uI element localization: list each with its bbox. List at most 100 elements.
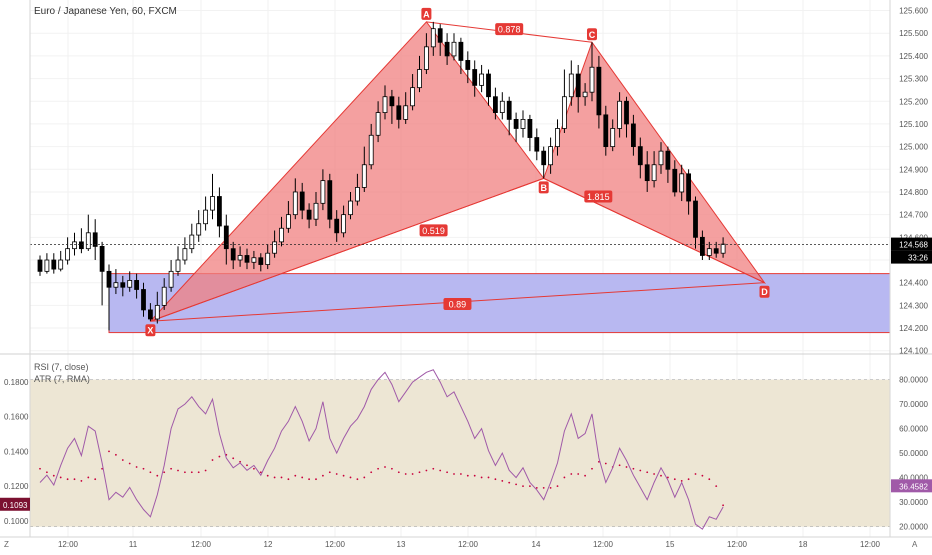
candle-body bbox=[562, 96, 567, 129]
candle-body bbox=[306, 209, 312, 220]
candle-body bbox=[244, 255, 250, 263]
candle-body bbox=[458, 41, 464, 61]
rsi-tick-label: 70.0000 bbox=[899, 400, 928, 409]
atr-dot bbox=[515, 483, 517, 486]
atr-axis[interactable]: 0.1800 0.1600 0.1400 0.1200 0.1000 0.1093 bbox=[0, 378, 30, 526]
candle-body bbox=[292, 191, 298, 216]
atr-dot bbox=[570, 473, 573, 475]
atr-dot bbox=[446, 471, 448, 474]
candle-body bbox=[175, 259, 181, 272]
candle-body bbox=[624, 100, 629, 125]
atr-dot bbox=[135, 466, 138, 468]
candle-body bbox=[479, 73, 485, 86]
candle-body bbox=[92, 232, 98, 247]
ratio-line bbox=[150, 177, 544, 322]
rsi-band-lines bbox=[30, 379, 890, 528]
price-tick-label: 124.700 bbox=[899, 211, 928, 220]
rsi-band bbox=[30, 379, 890, 527]
atr-dot bbox=[667, 476, 669, 479]
atr-dot bbox=[66, 478, 69, 481]
atr-tick-label: 0.1200 bbox=[4, 482, 29, 491]
time-tick-label: 12:00 bbox=[727, 540, 748, 549]
candle-body bbox=[368, 134, 374, 166]
price-axis[interactable]: 125.600 125.500 125.400 125.300 125.200 125.1… bbox=[891, 7, 932, 356]
candle-body bbox=[327, 180, 333, 220]
candle-body bbox=[154, 304, 160, 320]
atr-dot bbox=[708, 478, 711, 481]
candle-body bbox=[548, 146, 553, 166]
atr-dot bbox=[259, 471, 262, 474]
candlestick-series[interactable] bbox=[37, 21, 726, 331]
atr-dot bbox=[391, 467, 393, 470]
corner-left-label[interactable]: Z bbox=[4, 540, 9, 549]
candle-body bbox=[216, 196, 222, 227]
atr-dot bbox=[687, 478, 690, 481]
atr-dot bbox=[466, 474, 469, 477]
time-tick-label: 12:00 bbox=[325, 540, 346, 549]
atr-dot bbox=[322, 474, 324, 477]
candle-body bbox=[610, 128, 616, 148]
candle-body bbox=[72, 241, 77, 250]
candle-body bbox=[589, 66, 595, 93]
atr-dot bbox=[52, 474, 55, 477]
candle-body bbox=[706, 248, 712, 256]
rsi-axis[interactable]: 80.0000 70.0000 60.0000 50.0000 40.0000 30.00… bbox=[891, 376, 932, 532]
candle-body bbox=[279, 227, 284, 243]
atr-dot bbox=[184, 471, 186, 474]
point-label-bg bbox=[421, 7, 432, 20]
atr-dot bbox=[673, 478, 676, 481]
atr-dot bbox=[604, 462, 607, 465]
atr-dot bbox=[39, 467, 41, 470]
atr-dot bbox=[73, 478, 76, 481]
candle-body bbox=[665, 150, 671, 170]
price-tick-label: 124.900 bbox=[899, 165, 928, 174]
atr-dot bbox=[128, 462, 131, 465]
candle-body bbox=[203, 209, 209, 225]
candle-body bbox=[285, 214, 291, 229]
candle-body bbox=[182, 248, 188, 261]
candle-body bbox=[141, 289, 146, 311]
time-axis[interactable]: 12:00 11 12:00 12 12:00 13 12:00 14 12:00 15 12:00… bbox=[58, 540, 881, 549]
time-tick-label: 13 bbox=[397, 540, 406, 549]
price-tick-label: 124.300 bbox=[899, 301, 928, 310]
atr-dot bbox=[535, 486, 538, 489]
atr-dot bbox=[94, 478, 97, 481]
atr-dot bbox=[253, 467, 255, 470]
candle-body bbox=[423, 46, 429, 70]
candle-body bbox=[417, 69, 422, 89]
atr-dot bbox=[563, 476, 566, 479]
candle-body bbox=[127, 280, 133, 288]
candle-body bbox=[299, 191, 305, 211]
candle-body bbox=[382, 96, 388, 113]
atr-dot bbox=[460, 473, 462, 475]
rsi-legend[interactable]: RSI (7, close) bbox=[34, 362, 89, 372]
atr-dot bbox=[315, 478, 317, 481]
atr-dot bbox=[397, 471, 400, 474]
candle-body bbox=[568, 73, 574, 98]
candle-body bbox=[499, 100, 505, 113]
atr-dot bbox=[59, 476, 62, 479]
candle-body bbox=[210, 196, 215, 211]
candle-body bbox=[348, 200, 353, 216]
atr-dot bbox=[715, 485, 718, 488]
candle-body bbox=[120, 282, 126, 288]
atr-dot bbox=[211, 459, 214, 461]
candle-body bbox=[596, 66, 602, 116]
atr-dot bbox=[266, 474, 269, 477]
atr-series bbox=[39, 450, 724, 507]
corner-right-label[interactable]: A bbox=[912, 540, 918, 549]
atr-dot bbox=[418, 471, 421, 474]
candle-body bbox=[85, 232, 91, 250]
atr-dot bbox=[87, 476, 90, 479]
atr-dot bbox=[108, 450, 110, 453]
atr-legend[interactable]: ATR (7, RMA) bbox=[34, 374, 90, 384]
candle-body bbox=[575, 73, 581, 98]
price-tick-label: 125.100 bbox=[899, 120, 928, 129]
price-tick-label: 125.400 bbox=[899, 52, 928, 61]
atr-dot bbox=[384, 466, 386, 468]
candle-body bbox=[617, 100, 622, 129]
price-tick-label: 125.300 bbox=[899, 75, 928, 84]
candle-body bbox=[403, 105, 409, 120]
candle-body bbox=[486, 73, 491, 98]
